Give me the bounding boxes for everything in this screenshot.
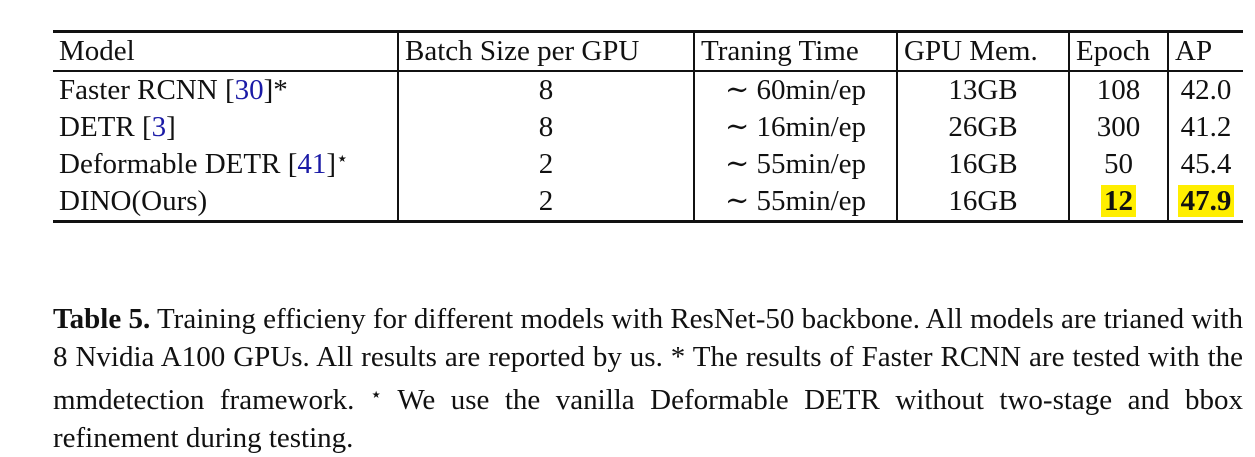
citation-link[interactable]: 41 xyxy=(297,148,327,180)
caption-star-mark: ⋆ xyxy=(369,384,383,406)
cell-time: ∼ 60min/ep xyxy=(693,71,897,109)
header-batch-size: Batch Size per GPU xyxy=(397,31,694,71)
cell-epoch: 50 xyxy=(1068,146,1168,183)
cell-time: ∼ 55min/ep xyxy=(693,146,897,183)
table-row: DETR [3] 8 ∼ 16min/ep 26GB 300 41.2 xyxy=(53,109,1243,146)
table-row: DINO(Ours) 2 ∼ 55min/ep 16GB 12 47.9 xyxy=(53,183,1243,222)
cell-time: ∼ 55min/ep xyxy=(693,183,897,222)
cell-epoch: 300 xyxy=(1068,109,1168,146)
cell-batch: 2 xyxy=(397,183,694,222)
cell-model: DETR [3] xyxy=(59,110,176,143)
cell-mem: 16GB xyxy=(896,183,1069,222)
cell-ap: 47.9 xyxy=(1167,183,1243,222)
cell-batch: 2 xyxy=(397,146,694,183)
best-ap-highlight: 47.9 xyxy=(1177,184,1235,217)
cell-mem: 26GB xyxy=(896,109,1069,146)
table-header-row: Model Batch Size per GPU Traning Time GP… xyxy=(53,31,1243,71)
cell-mem: 16GB xyxy=(896,146,1069,183)
cell-ap: 45.4 xyxy=(1167,146,1243,183)
cell-ap: 42.0 xyxy=(1167,71,1243,109)
citation-link[interactable]: 30 xyxy=(234,73,264,106)
table-row: Faster RCNN [30]* 8 ∼ 60min/ep 13GB 108 … xyxy=(53,71,1243,109)
citation-link[interactable]: 3 xyxy=(151,110,167,143)
results-table-container: Model Batch Size per GPU Traning Time GP… xyxy=(53,30,1243,223)
table-caption: Table 5. Training efficieny for differen… xyxy=(53,300,1243,457)
header-epoch: Epoch xyxy=(1068,31,1168,71)
cell-batch: 8 xyxy=(397,109,694,146)
cell-mem: 13GB xyxy=(896,71,1069,109)
header-training-time: Traning Time xyxy=(693,31,897,71)
caption-label: Table 5. xyxy=(53,303,151,335)
caption-text: Training efficieny for different models … xyxy=(53,303,1243,416)
best-epoch-highlight: 12 xyxy=(1101,184,1136,217)
training-efficiency-table: Model Batch Size per GPU Traning Time GP… xyxy=(53,30,1243,223)
cell-epoch: 108 xyxy=(1068,71,1168,109)
cell-model: Faster RCNN [30]* xyxy=(59,73,288,106)
cell-batch: 8 xyxy=(397,71,694,109)
header-gpu-mem: GPU Mem. xyxy=(896,31,1069,71)
header-ap: AP xyxy=(1167,31,1243,71)
cell-model: DINO(Ours) xyxy=(59,184,208,217)
header-model: Model xyxy=(59,34,135,67)
cell-epoch: 12 xyxy=(1068,183,1168,222)
table-row: Deformable DETR [41]⋆ 2 ∼ 55min/ep 16GB … xyxy=(53,146,1243,183)
cell-model: Deformable DETR [41]⋆ xyxy=(59,148,349,180)
cell-time: ∼ 16min/ep xyxy=(693,109,897,146)
cell-ap: 41.2 xyxy=(1167,109,1243,146)
